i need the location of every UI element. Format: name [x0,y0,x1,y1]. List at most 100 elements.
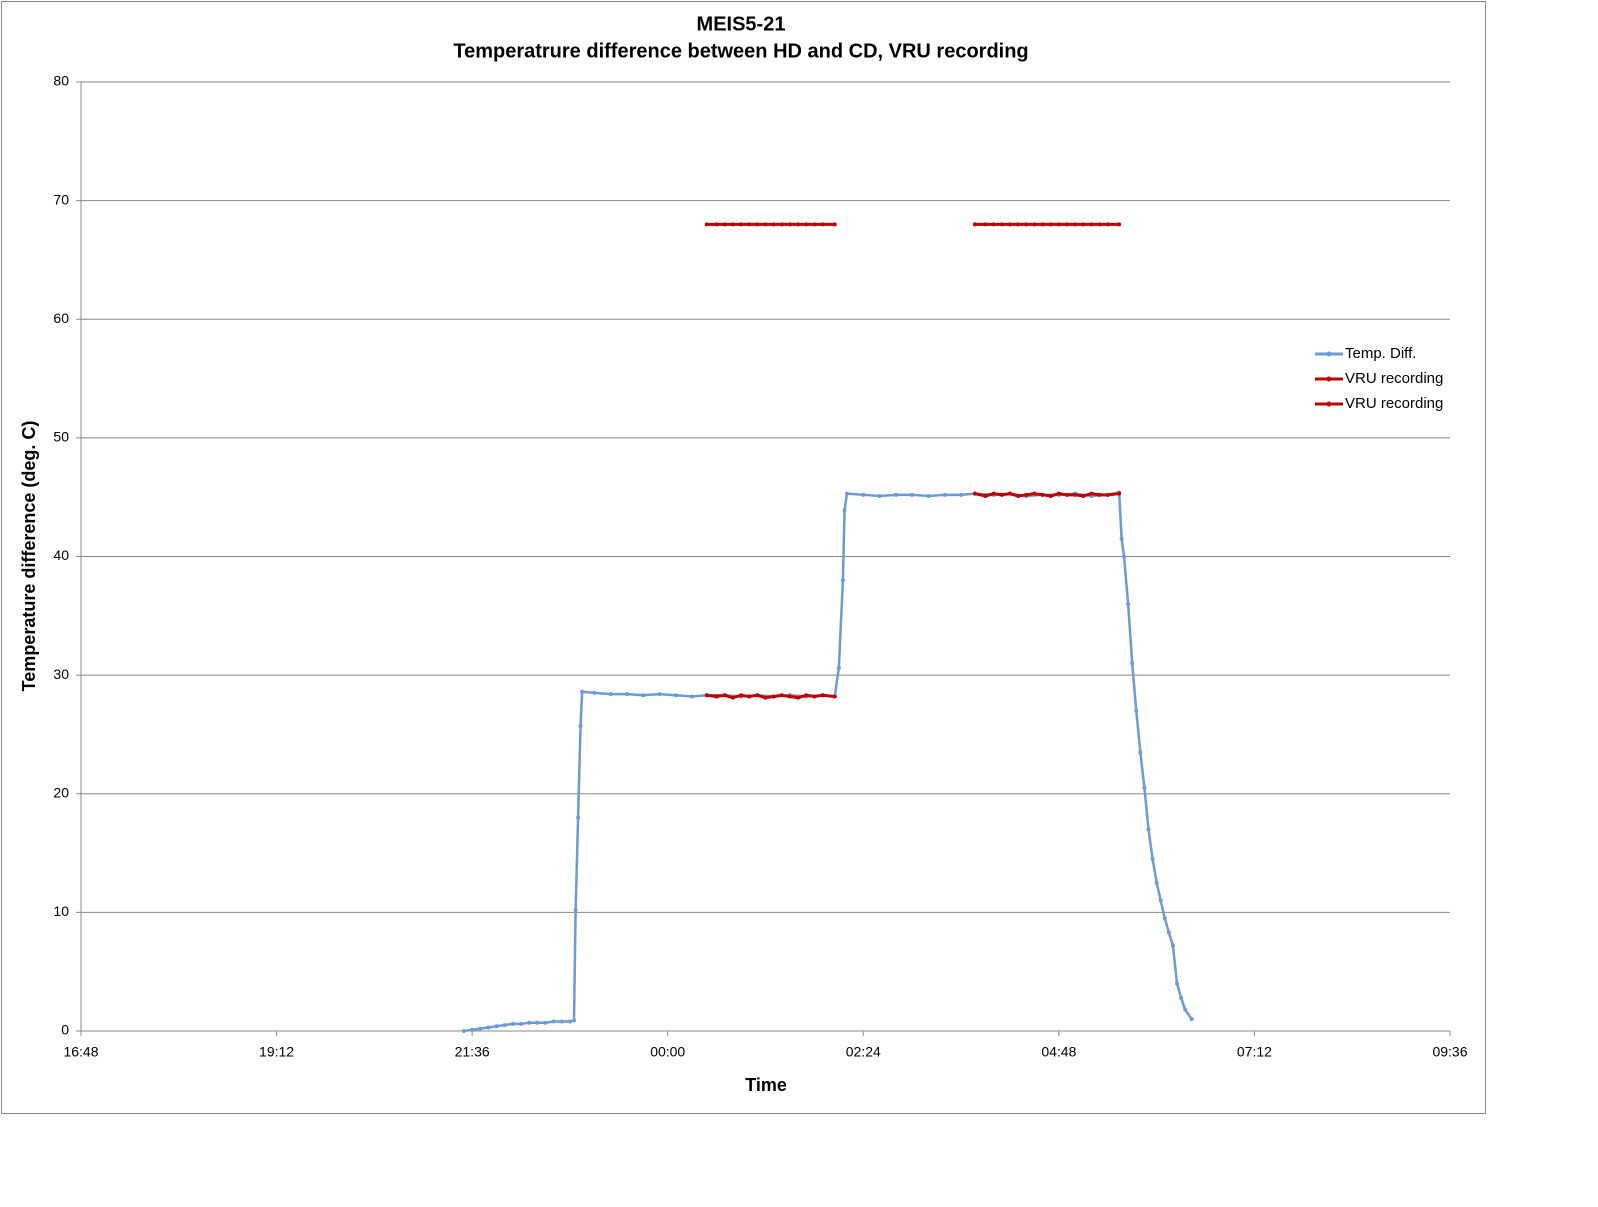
data-point [567,1019,572,1024]
data-point [592,690,597,695]
x-tick-label: 07:12 [1237,1044,1272,1060]
data-point [494,1024,499,1029]
y-tick-label: 60 [53,310,69,326]
legend-marker [1326,401,1332,407]
y-tick-label: 70 [53,191,69,207]
data-point [572,1018,577,1023]
legend-marker [1326,351,1332,357]
y-axis-title: Temperature difference (deg. C) [19,421,39,692]
data-point [779,222,784,227]
data-point [1048,494,1053,499]
data-point [787,222,792,227]
data-point [461,1029,466,1033]
data-point [535,1020,540,1025]
data-point [1065,222,1070,227]
data-point [820,222,825,227]
data-point [543,1020,548,1025]
y-tick-label: 50 [53,429,69,445]
chart-border [1,1,1486,1114]
data-point [812,694,817,699]
data-point [1032,491,1037,496]
data-point [832,694,837,699]
data-point [578,724,583,729]
data-point [842,508,847,513]
legend-marker [1326,376,1332,382]
data-point [1179,995,1184,1000]
data-point [1158,898,1163,903]
data-point [519,1021,524,1026]
data-point [763,695,768,700]
data-point [893,492,898,497]
x-tick-label: 09:36 [1432,1044,1467,1060]
data-point [832,222,837,227]
data-point [1048,222,1053,227]
data-point [1073,222,1078,227]
data-point [1142,785,1147,790]
data-point [1016,222,1021,227]
chart-title: MEIS5-21 [697,13,786,35]
data-point [771,694,776,699]
data-point [730,695,735,700]
data-point [983,494,988,499]
legend-label: VRU recording [1345,370,1443,387]
y-tick-label: 0 [61,1022,69,1038]
data-point [991,222,996,227]
y-tick-label: 80 [53,73,69,89]
data-point [999,222,1004,227]
x-tick-label: 19:12 [259,1044,294,1060]
data-point [1105,222,1110,227]
x-tick-label: 00:00 [650,1044,685,1060]
data-point [840,578,845,583]
data-point [836,666,841,671]
data-point [1097,222,1102,227]
data-point [608,692,613,697]
data-point [877,494,882,499]
data-point [747,694,752,699]
data-point [1175,981,1180,986]
data-point [1056,491,1061,496]
data-point [551,1019,556,1024]
data-point [1117,491,1122,496]
data-point [690,694,695,699]
legend-label: Temp. Diff. [1345,345,1416,362]
data-point [796,695,801,700]
data-point [1130,661,1135,666]
data-point [942,492,947,497]
x-tick-label: 04:48 [1041,1044,1076,1060]
data-point [527,1020,532,1025]
data-point [1016,494,1021,499]
data-point [1183,1007,1188,1012]
data-point [926,494,931,499]
x-tick-label: 02:24 [846,1044,881,1060]
data-point [486,1025,491,1030]
data-point [739,222,744,227]
data-point [1189,1017,1194,1022]
data-point [1126,601,1131,606]
data-point [1134,708,1139,713]
data-point [1024,492,1029,497]
data-point [771,222,776,227]
data-point [983,222,988,227]
data-point [787,694,792,699]
data-point [1073,492,1078,497]
data-point [704,222,709,227]
data-point [1162,916,1167,921]
data-point [1056,222,1061,227]
data-point [844,491,849,496]
data-point [470,1027,475,1032]
y-tick-label: 40 [53,547,69,563]
data-point [478,1026,483,1031]
data-point [972,222,977,227]
data-point [1089,491,1094,496]
data-point [730,222,735,227]
data-point [1138,750,1143,755]
data-point [959,492,964,497]
data-point [999,492,1004,497]
data-point [1166,930,1171,935]
y-tick-label: 10 [53,903,69,919]
data-point [1146,827,1151,832]
data-point [755,693,760,698]
data-point [1170,943,1175,948]
